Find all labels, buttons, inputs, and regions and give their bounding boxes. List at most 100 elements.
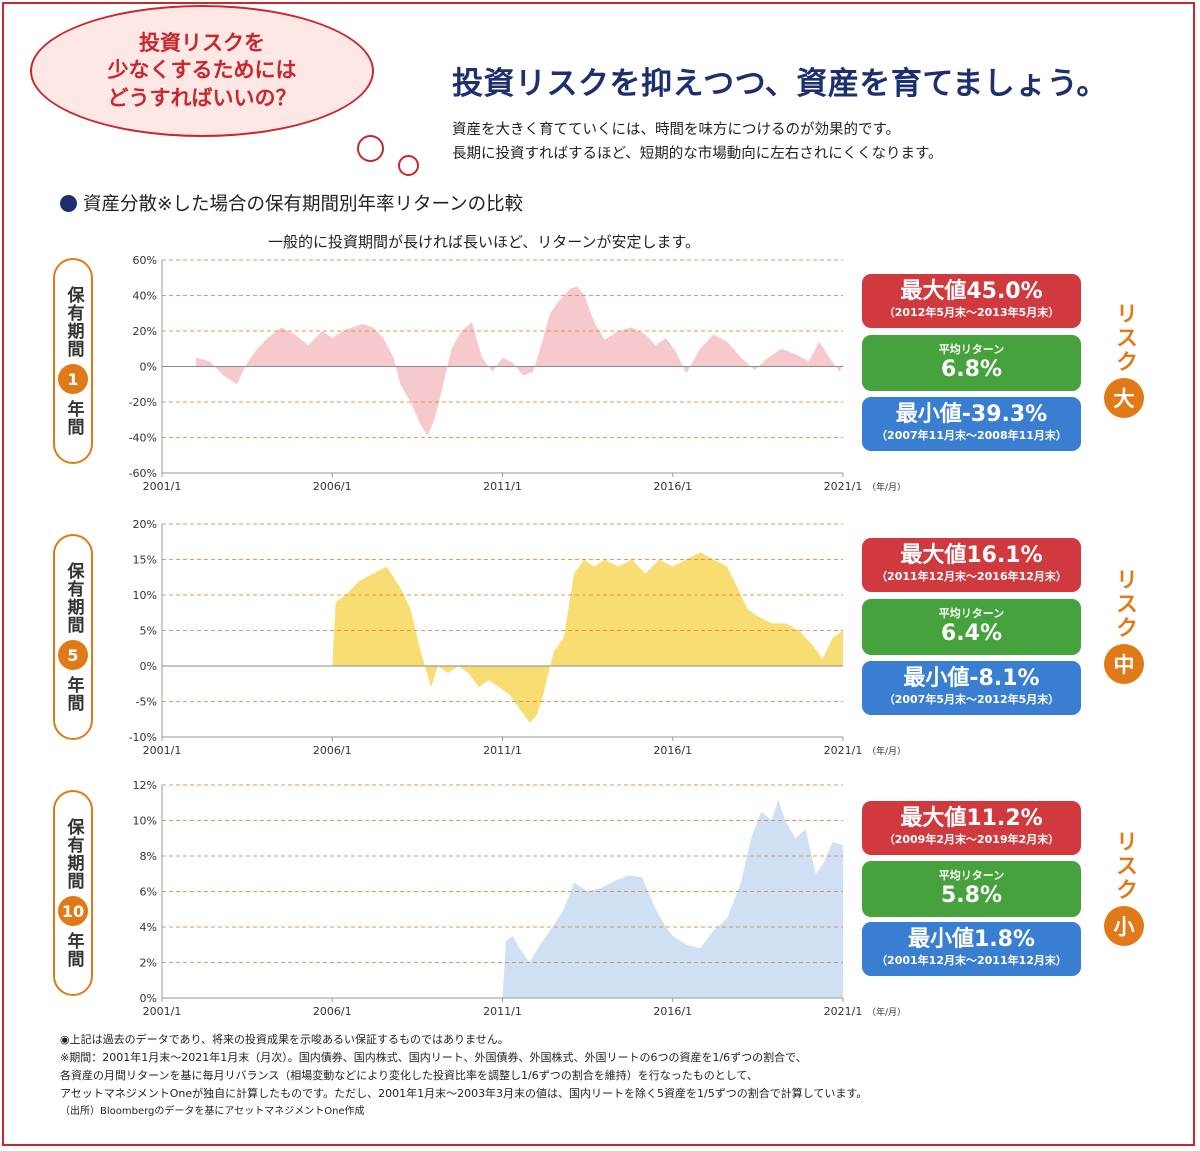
y-tick-label: 15% (133, 554, 157, 567)
section-title: 資産分散※した場合の保有期間別年率リターンの比較 (60, 190, 523, 216)
question-text: 投資リスクを 少なくするためには どうすればいいの？ (107, 31, 297, 110)
footnote-line: 各資産の月間リターンを基に毎月リバランス（相場変動などにより変化した投資比率を調… (60, 1069, 758, 1082)
x-tick-label: 2021/1 (824, 1005, 863, 1018)
min-value-box-3: 最小値1.8% （2001年12月末～2011年12月末） (862, 922, 1081, 976)
min-value-box-1: 最小値-39.3% （2007年11月末～2008年11月末） (862, 397, 1081, 451)
min-value-text: 最小値-39.3% (895, 402, 1048, 427)
risk-level: 大 (1104, 378, 1144, 418)
avg-return-label: 平均リターン (938, 607, 1005, 620)
footnote-line: ◉上記は過去のデータであり、将来の投資成果を示唆あるい保証するものではありません… (60, 1033, 509, 1046)
avg-return-value: 6.8% (940, 357, 1002, 382)
avg-return-box-2: 平均リターン 6.4% (862, 599, 1081, 655)
avg-return-label: 平均リターン (938, 343, 1005, 356)
risk-level: 小 (1104, 906, 1144, 946)
chart-10-year: 12% 10% 8% 6% 4% 2% 0%2001/1 2006/1 2011/1 2016/1… (133, 779, 900, 1018)
holding-period-text: 保有期間 (63, 286, 84, 358)
max-value-box-1: 最大値45.0% （2012年5月末～2013年5月末） (862, 274, 1081, 328)
x-tick-label: 2011/1 (483, 480, 522, 493)
risk-level: 中 (1104, 644, 1144, 684)
y-tick-label: 0% (140, 660, 157, 673)
section-title-text: 資産分散※した場合の保有期間別年率リターンの比較 (83, 194, 524, 215)
max-value-period: （2009年2月末～2019年2月末） (883, 833, 1060, 846)
holding-period-text: 保有期間 (63, 818, 84, 890)
thought-dot-small (398, 155, 419, 176)
y-tick-label: 10% (133, 815, 157, 828)
y-tick-label: 2% (140, 957, 157, 970)
headline: 投資リスクを抑えつつ、資産を育てましょう。 (452, 66, 1108, 102)
y-tick-label: -40% (129, 432, 157, 445)
risk-indicator-1: リスク 大 (1102, 302, 1146, 418)
x-tick-label: 2006/1 (313, 1005, 352, 1018)
avg-return-box-3: 平均リターン 5.8% (862, 861, 1081, 917)
max-value-text: 最大値16.1% (900, 543, 1043, 568)
x-tick-label: 2011/1 (483, 744, 522, 757)
holding-period-label-1: 保有期間 1 年間 (53, 258, 93, 464)
risk-indicator-2: リスク 中 (1102, 568, 1146, 684)
min-value-period: （2007年5月末～2012年5月末） (883, 693, 1060, 706)
y-tick-label: 40% (133, 290, 157, 303)
x-tick-label: 2001/1 (143, 744, 182, 757)
x-tick-label: 2016/1 (653, 480, 692, 493)
holding-period-number: 10 (58, 896, 88, 926)
subtext: 資産を大きく育てていくには、時間を味方につけるのが効果的です。 長期に投資すれば… (452, 118, 943, 166)
footnote-line: アセットマネジメントOneが独自に計算したものです。ただし、2001年1月末～2… (60, 1087, 868, 1100)
holding-period-unit: 年間 (63, 400, 84, 436)
chart-caption: 一般的に投資期間が長ければ長いほど、リターンが安定します。 (268, 233, 701, 251)
min-value-text: 最小値-8.1% (903, 666, 1040, 691)
question-bubble: 投資リスクを 少なくするためには どうすればいいの？ (30, 5, 374, 137)
min-value-period: （2001年12月末～2011年12月末） (876, 954, 1067, 967)
min-value-text: 最小値1.8% (907, 927, 1036, 952)
holding-period-number: 1 (58, 364, 88, 394)
y-tick-label: 8% (140, 850, 157, 863)
avg-return-value: 5.8% (940, 883, 1002, 908)
subtext-line-1: 資産を大きく育てていくには、時間を味方につけるのが効果的です。 (452, 122, 901, 138)
y-tick-label: 60% (133, 254, 157, 267)
y-tick-label: 0% (140, 992, 157, 1005)
x-tick-label: 2011/1 (483, 1005, 522, 1018)
max-value-box-3: 最大値11.2% （2009年2月末～2019年2月末） (862, 801, 1081, 855)
holding-period-text: 保有期間 (63, 562, 84, 634)
y-tick-label: 0% (140, 361, 157, 374)
max-value-period: （2011年12月末～2016年12月末） (876, 570, 1067, 583)
source-note: （出所）Bloombergのデータを基にアセットマネジメントOne作成 (60, 1106, 365, 1117)
max-value-text: 最大値11.2% (900, 806, 1043, 831)
y-tick-label: 4% (140, 921, 157, 934)
holding-period-label-2: 保有期間 5 年間 (53, 534, 93, 740)
y-tick-label: 20% (133, 518, 157, 531)
x-unit-label: （年/月） (867, 481, 900, 493)
holding-period-label-3: 保有期間 10 年間 (53, 790, 93, 996)
avg-return-value: 6.4% (940, 621, 1002, 646)
series-area (332, 552, 843, 723)
footnotes: ◉上記は過去のデータであり、将来の投資成果を示唆あるい保証するものではありません… (60, 1031, 867, 1121)
y-tick-label: -5% (136, 696, 157, 709)
holding-period-number: 5 (58, 640, 88, 670)
y-tick-label: 5% (140, 625, 157, 638)
chart-1-year: 60% 40% 20% 0% -20% -40% -60%2001/1 2006/1 2011/… (129, 254, 900, 493)
chart-5-year: 20% 15% 10% 5% 0% -5% -10%2001/1 2006/1 2011/1 20… (129, 518, 900, 757)
x-tick-label: 2006/1 (313, 744, 352, 757)
max-value-period: （2012年5月末～2013年5月末） (883, 306, 1060, 319)
max-value-box-2: 最大値16.1% （2011年12月末～2016年12月末） (862, 538, 1081, 592)
x-tick-label: 2016/1 (653, 744, 692, 757)
y-tick-label: -60% (129, 467, 157, 480)
x-unit-label: （年/月） (867, 1006, 900, 1018)
y-tick-label: -20% (129, 396, 157, 409)
bullet-icon (60, 195, 77, 212)
risk-label: リスク (1112, 302, 1137, 374)
holding-period-unit: 年間 (63, 676, 84, 712)
x-tick-label: 2021/1 (824, 744, 863, 757)
x-unit-label: （年/月） (867, 745, 900, 757)
x-tick-label: 2001/1 (143, 1005, 182, 1018)
x-tick-label: 2006/1 (313, 480, 352, 493)
y-tick-label: 10% (133, 589, 157, 602)
y-tick-label: 12% (133, 779, 157, 792)
series-area (502, 799, 843, 998)
y-tick-label: -10% (129, 731, 157, 744)
min-value-box-2: 最小値-8.1% （2007年5月末～2012年5月末） (862, 661, 1081, 715)
risk-label: リスク (1112, 568, 1137, 640)
x-tick-label: 2021/1 (824, 480, 863, 493)
x-tick-label: 2001/1 (143, 480, 182, 493)
y-tick-label: 6% (140, 886, 157, 899)
thought-dot-large (357, 135, 384, 162)
